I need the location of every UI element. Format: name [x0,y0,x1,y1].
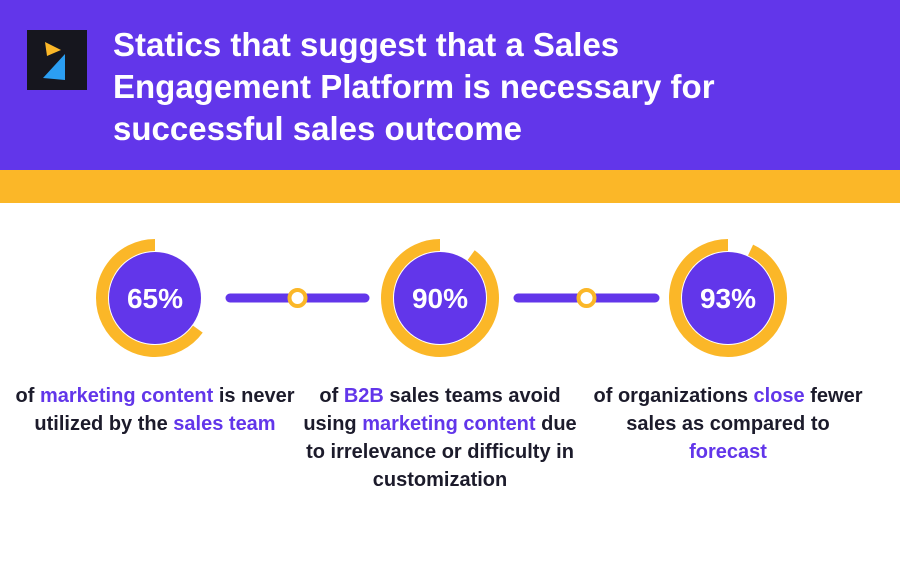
text: due to irrelevance or difficulty in cust… [306,413,577,491]
stat-description: of organizations close fewer sales as co… [588,382,868,466]
highlight-text: marketing content [362,413,536,435]
ring-core [394,252,486,344]
text: fewer sales as compared to [626,385,863,435]
highlight-text: close [753,385,805,407]
progress-ring [96,239,203,357]
stat-value: 93% [700,283,756,314]
stat-value: 65% [127,283,183,314]
highlight-text: B2B [343,385,384,407]
stat-value: 90% [412,283,468,314]
accent-band [0,170,900,203]
connector-dot [576,288,597,308]
stat-description: of B2B sales teams avoid using marketing… [300,382,580,494]
highlight-text: sales team [173,413,276,435]
progress-ring [381,239,499,357]
logo [27,30,87,90]
progress-ring [669,239,787,357]
stat-description: of marketing content is never utilized b… [15,382,295,438]
text: sales teams avoid using [303,385,561,435]
ring-core [682,252,774,344]
text: of [15,385,40,407]
text: of organizations [593,385,754,407]
text: is never utilized by the [34,385,295,435]
stats-graphic: 65% 90% 93% [96,239,787,357]
highlight-text: forecast [689,441,767,463]
ring-core [109,252,201,344]
title: Statics that suggest that a Sales Engage… [113,26,715,147]
connector-dot [287,288,308,308]
highlight-text: marketing content [39,385,214,407]
text: of [319,385,344,407]
header [0,0,900,170]
